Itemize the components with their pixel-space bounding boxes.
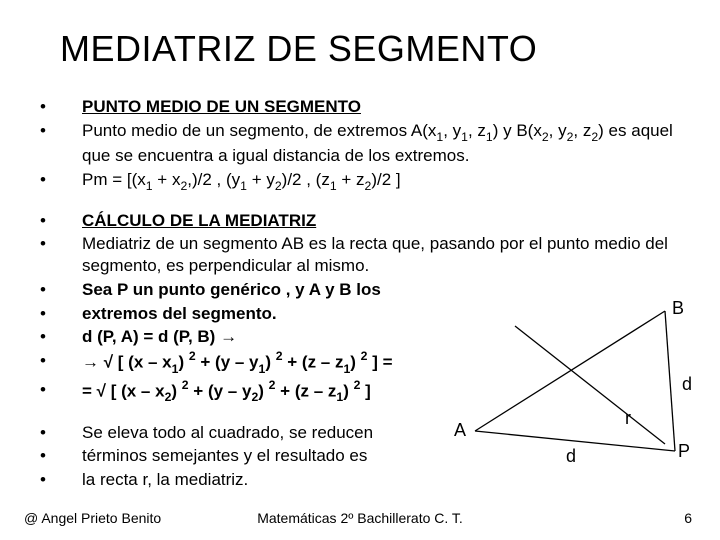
footer-page-number: 6 xyxy=(684,510,692,526)
bullet-mark: • xyxy=(34,469,82,491)
bullet-text: Mediatriz de un segmento AB es la recta … xyxy=(82,233,696,277)
bullet-mark: • xyxy=(34,279,82,301)
bullet-text: Punto medio de un segmento, de extremos … xyxy=(82,120,696,167)
bullet-mark: • xyxy=(34,350,82,372)
diagram-svg xyxy=(440,296,700,466)
line-r xyxy=(515,326,665,444)
footer-course: Matemáticas 2º Bachillerato C. T. xyxy=(257,510,463,526)
segment-bp xyxy=(665,311,675,451)
bullet-mark: • xyxy=(34,422,82,444)
label-d-right: d xyxy=(682,374,692,395)
label-p: P xyxy=(678,441,690,462)
bullet-s1-2: • Punto medio de un segmento, de extremo… xyxy=(34,120,696,167)
bullet-text: Pm = [(x1 + x2,)/2 , (y1 + y2)/2 , (z1 +… xyxy=(82,169,696,194)
label-d-bottom: d xyxy=(566,446,576,467)
bullet-text: la recta r, la mediatriz. xyxy=(82,469,696,491)
bullet-mark: • xyxy=(34,326,82,348)
page-title: MEDIATRIZ DE SEGMENTO xyxy=(0,0,720,88)
label-a: A xyxy=(454,420,466,441)
bullet-mark: • xyxy=(34,233,82,255)
label-r: r xyxy=(625,408,631,429)
bullet-mark: • xyxy=(34,210,82,232)
label-b: B xyxy=(672,298,684,319)
bullet-s2-2: • Mediatriz de un segmento AB es la rect… xyxy=(34,233,696,277)
bullet-mark: • xyxy=(34,445,82,467)
bullet-text: CÁLCULO DE LA MEDIATRIZ xyxy=(82,210,696,232)
footer-author: @ Angel Prieto Benito xyxy=(24,510,161,526)
bullet-mark: • xyxy=(34,96,82,118)
bullet-mark: • xyxy=(34,169,82,191)
bullet-text: PUNTO MEDIO DE UN SEGMENTO xyxy=(82,96,696,118)
bullet-s1-3: • Pm = [(x1 + x2,)/2 , (y1 + y2)/2 , (z1… xyxy=(34,169,696,194)
footer: @ Angel Prieto Benito Matemáticas 2º Bac… xyxy=(0,510,720,526)
bullet-mark: • xyxy=(34,379,82,401)
bullet-s3-3: • la recta r, la mediatriz. xyxy=(34,469,696,491)
bullet-mark: • xyxy=(34,303,82,325)
bullet-mark: • xyxy=(34,120,82,142)
mediatriz-diagram: A B P r d d xyxy=(440,296,700,466)
segment-ab xyxy=(475,311,665,431)
bullet-s2-1: • CÁLCULO DE LA MEDIATRIZ xyxy=(34,210,696,232)
bullet-s1-1: • PUNTO MEDIO DE UN SEGMENTO xyxy=(34,96,696,118)
